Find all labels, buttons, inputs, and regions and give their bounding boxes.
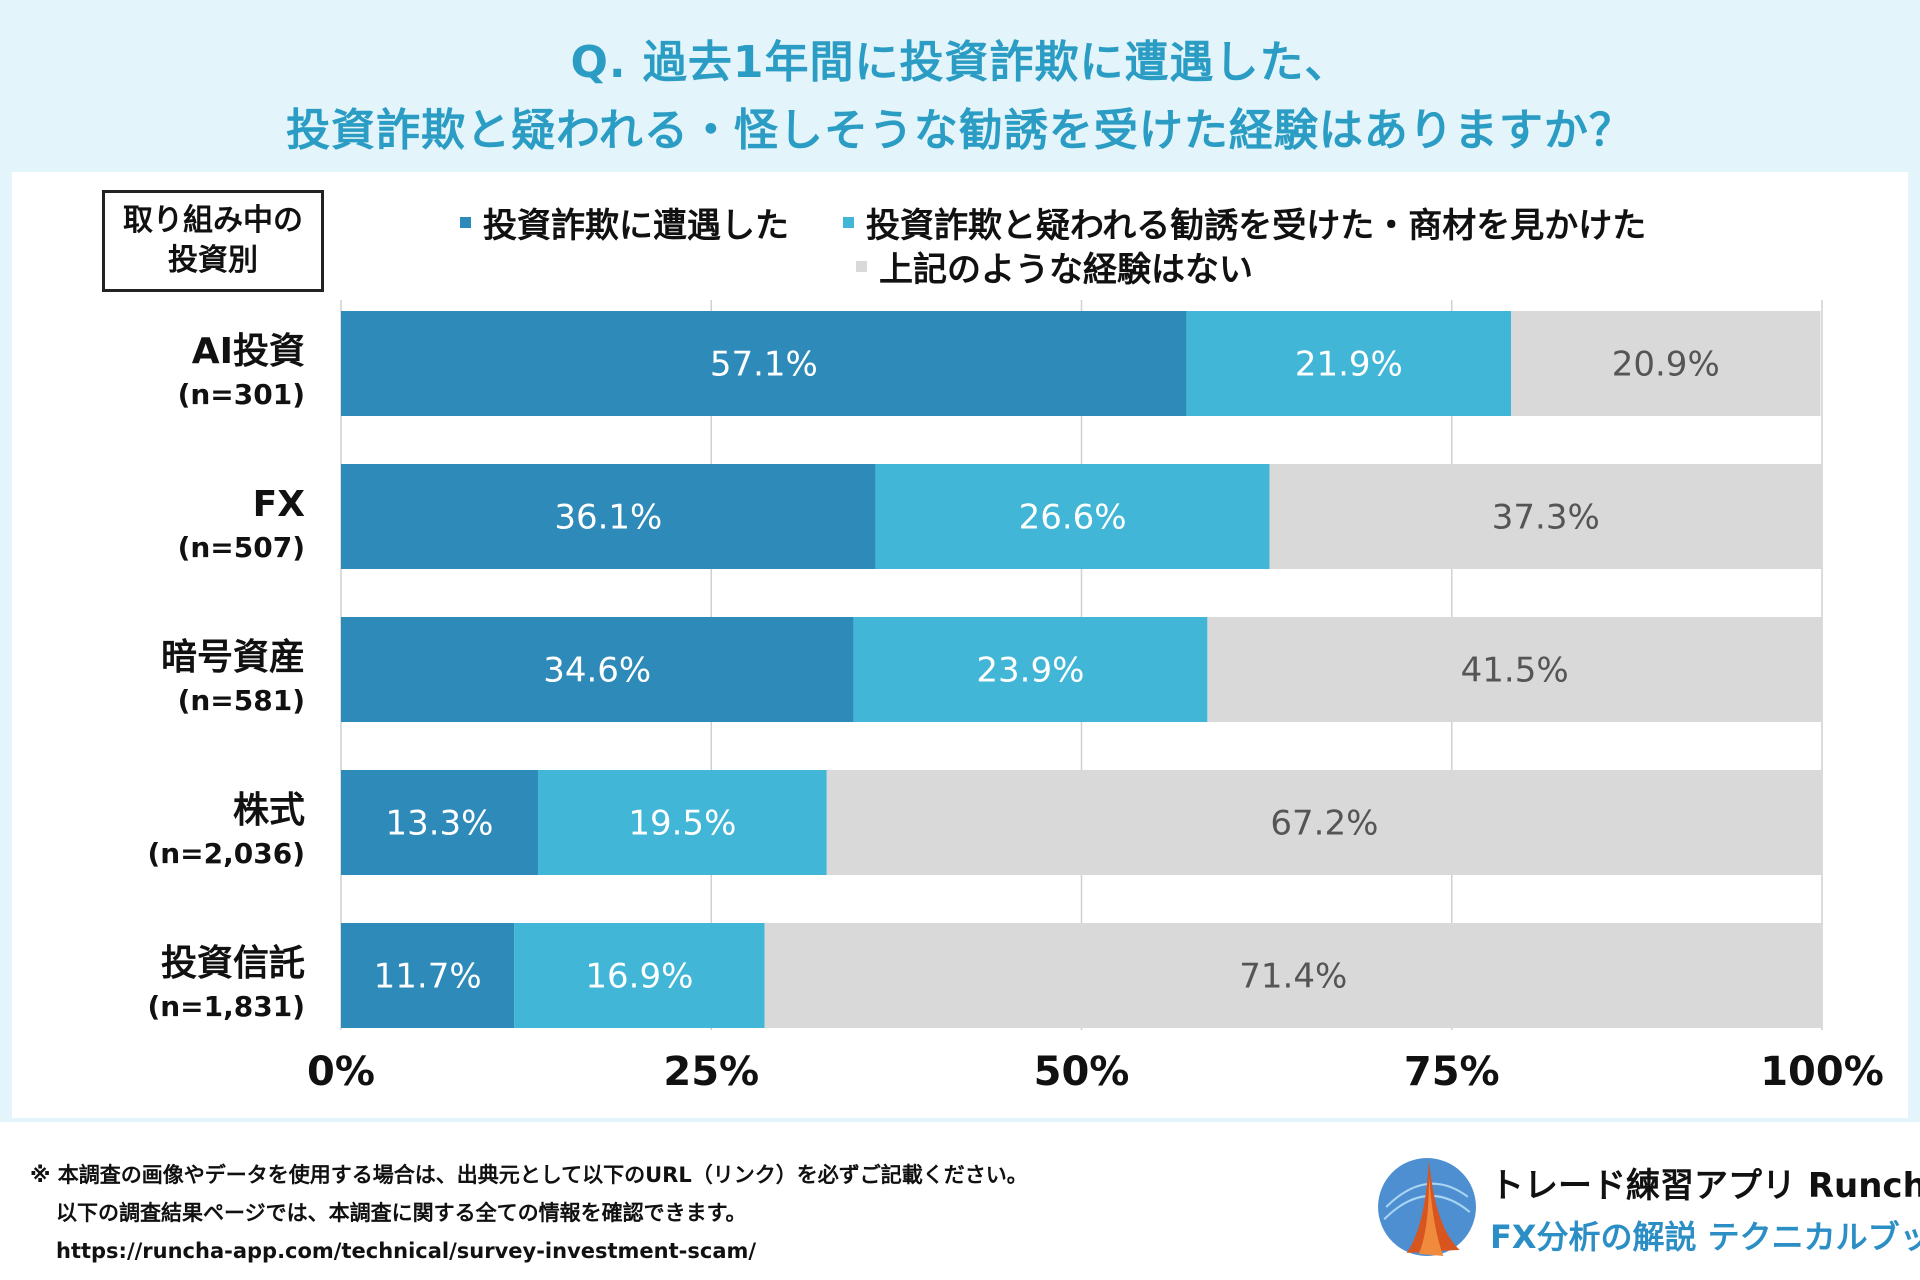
category-header-line-2: 投資別 [168, 243, 258, 278]
sample-size-label: (n=301) [178, 378, 305, 411]
bar-segment [1269, 464, 1822, 569]
bar-segment [341, 770, 538, 875]
bar-segment [764, 923, 1823, 1028]
bar-segment [341, 464, 876, 569]
legend-swatch-none [856, 261, 867, 272]
data-label: 26.6% [1019, 498, 1127, 538]
sample-size-label: (n=1,831) [147, 990, 305, 1023]
legend-label-solicited: 投資詐欺と疑われる勧誘を受けた・商材を見かけた [866, 206, 1647, 246]
legend-item-encountered: 投資詐欺に遭遇した [460, 198, 789, 247]
bar-segment [826, 770, 1822, 875]
header-banner: Q. 過去1年間に投資詐欺に遭遇した、 投資詐欺と疑われる・怪しそうな勧誘を受け… [0, 0, 1920, 168]
category-label: 暗号資産 [161, 637, 305, 678]
data-label: 16.9% [585, 957, 693, 997]
data-label: 41.5% [1461, 651, 1569, 691]
data-label: 71.4% [1239, 957, 1347, 997]
label-layer: 57.1% 21.9% 20.9% 36.1% 26.6% 37.3% 34.6% 23.9%… [374, 345, 1720, 997]
x-tick-label: 25% [663, 1049, 759, 1095]
footer-note: ※ 本調査の画像やデータを使用する場合は、出典元として以下のURL（リンク）を必… [30, 1156, 1028, 1270]
bar-segment [514, 923, 765, 1028]
legend-swatch-encountered [460, 217, 471, 228]
runcha-logo-icon [1378, 1158, 1476, 1256]
sample-size-label: (n=581) [178, 684, 305, 717]
category-label: FX [253, 484, 306, 525]
legend-label-none: 上記のような経験はない [879, 250, 1253, 290]
data-label: 67.2% [1270, 804, 1378, 844]
data-label: 13.3% [385, 804, 493, 844]
brand-subtitle: FX分析の解説 テクニカルブック [1490, 1218, 1920, 1256]
data-label: 19.5% [628, 804, 736, 844]
legend-item-none: 上記のような経験はない [856, 242, 1253, 291]
bar-segment [341, 617, 854, 722]
sample-size-label: (n=2,036) [147, 837, 305, 870]
bar-layer [341, 311, 1823, 1028]
sample-size-label: (n=507) [178, 531, 305, 564]
bar-segment [875, 464, 1270, 569]
footer-note-line-2: 以下の調査結果ページでは、本調査に関する全ての情報を確認できます。 [56, 1201, 747, 1225]
chart-title-line-2: 投資詐欺と疑われる・怪しそうな勧誘を受けた経験はありますか？ [286, 105, 1634, 156]
bar-segment [853, 617, 1208, 722]
category-label: 投資信託 [161, 943, 305, 984]
x-tick-label: 0% [307, 1049, 375, 1095]
category-label: AI投資 [192, 331, 305, 372]
category-header-line-1: 取り組み中の [123, 203, 303, 238]
data-label: 36.1% [554, 498, 662, 538]
category-label: 株式 [233, 790, 305, 831]
data-label: 37.3% [1492, 498, 1600, 538]
data-label: 23.9% [976, 651, 1084, 691]
bar-segment [1186, 311, 1511, 416]
x-tick-label: 50% [1034, 1049, 1130, 1095]
data-label: 11.7% [374, 957, 482, 997]
bar-segment [537, 770, 827, 875]
brand-name: トレード練習アプリ Runcha [1490, 1166, 1920, 1206]
x-tick-label: 75% [1404, 1049, 1500, 1095]
legend-label-encountered: 投資詐欺に遭遇した [483, 206, 789, 246]
legend-swatch-solicited [843, 217, 854, 228]
x-tick-label: 100% [1760, 1049, 1884, 1095]
footer-note-line-1: ※ 本調査の画像やデータを使用する場合は、出典元として以下のURL（リンク）を必… [30, 1163, 1028, 1187]
chart-title-line-1: Q. 過去1年間に投資詐欺に遭遇した、 [570, 37, 1350, 88]
bar-segment [1510, 311, 1821, 416]
footer-url-link[interactable]: https://runcha-app.com/technical/survey-… [56, 1239, 757, 1263]
axis-layer: 0% 25% 50% 75% 100% AI投資 (n=301) FX (n=507) 暗号資産 (… [147, 331, 1883, 1095]
bar-segment [1207, 617, 1822, 722]
data-label: 34.6% [543, 651, 651, 691]
data-label: 20.9% [1612, 345, 1720, 385]
category-header-box: 取り組み中の 投資別 [102, 190, 324, 292]
bar-segment [341, 311, 1187, 416]
bar-segment [341, 923, 515, 1028]
legend-item-solicited: 投資詐欺と疑われる勧誘を受けた・商材を見かけた [843, 198, 1646, 247]
data-label: 21.9% [1295, 345, 1403, 385]
data-label: 57.1% [710, 345, 818, 385]
